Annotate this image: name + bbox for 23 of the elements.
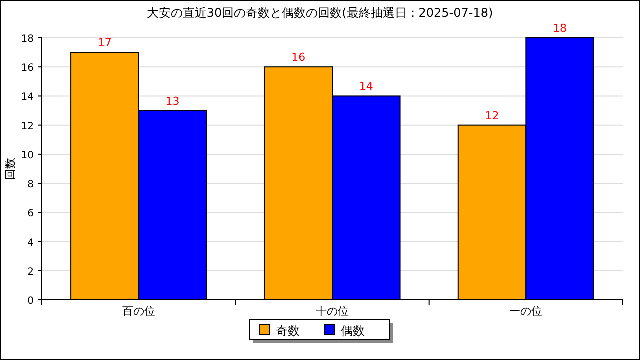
y-tick-label: 2 [28,266,34,278]
x-tick-label: 十の位 [316,305,349,318]
x-tick-label: 一の位 [510,305,543,318]
y-axis-title: 回数 [4,158,17,180]
y-tick-label: 10 [21,150,34,162]
y-tick-label: 14 [21,92,34,104]
y-tick-label: 18 [21,34,34,45]
data-label: 17 [98,36,112,50]
data-label: 13 [166,94,180,108]
y-tick-label: 4 [28,238,34,249]
y-tick-label: 16 [21,63,34,74]
y-tick-label: 8 [28,180,34,191]
data-label: 14 [359,80,374,94]
legend-label: 奇数 [276,324,300,338]
data-label: 12 [485,109,500,122]
data-label: 18 [553,22,568,35]
data-label: 16 [292,51,306,64]
y-tick-label: 12 [21,121,34,132]
legend-label: 偶数 [341,324,365,338]
y-tick-label: 0 [28,296,34,307]
chart-title: 大安の直近30回の奇数と偶数の回数(最終抽選日：2025-07-18) [146,6,494,20]
y-tick-label: 6 [28,208,34,220]
x-tick-label: 百の位 [122,305,156,318]
